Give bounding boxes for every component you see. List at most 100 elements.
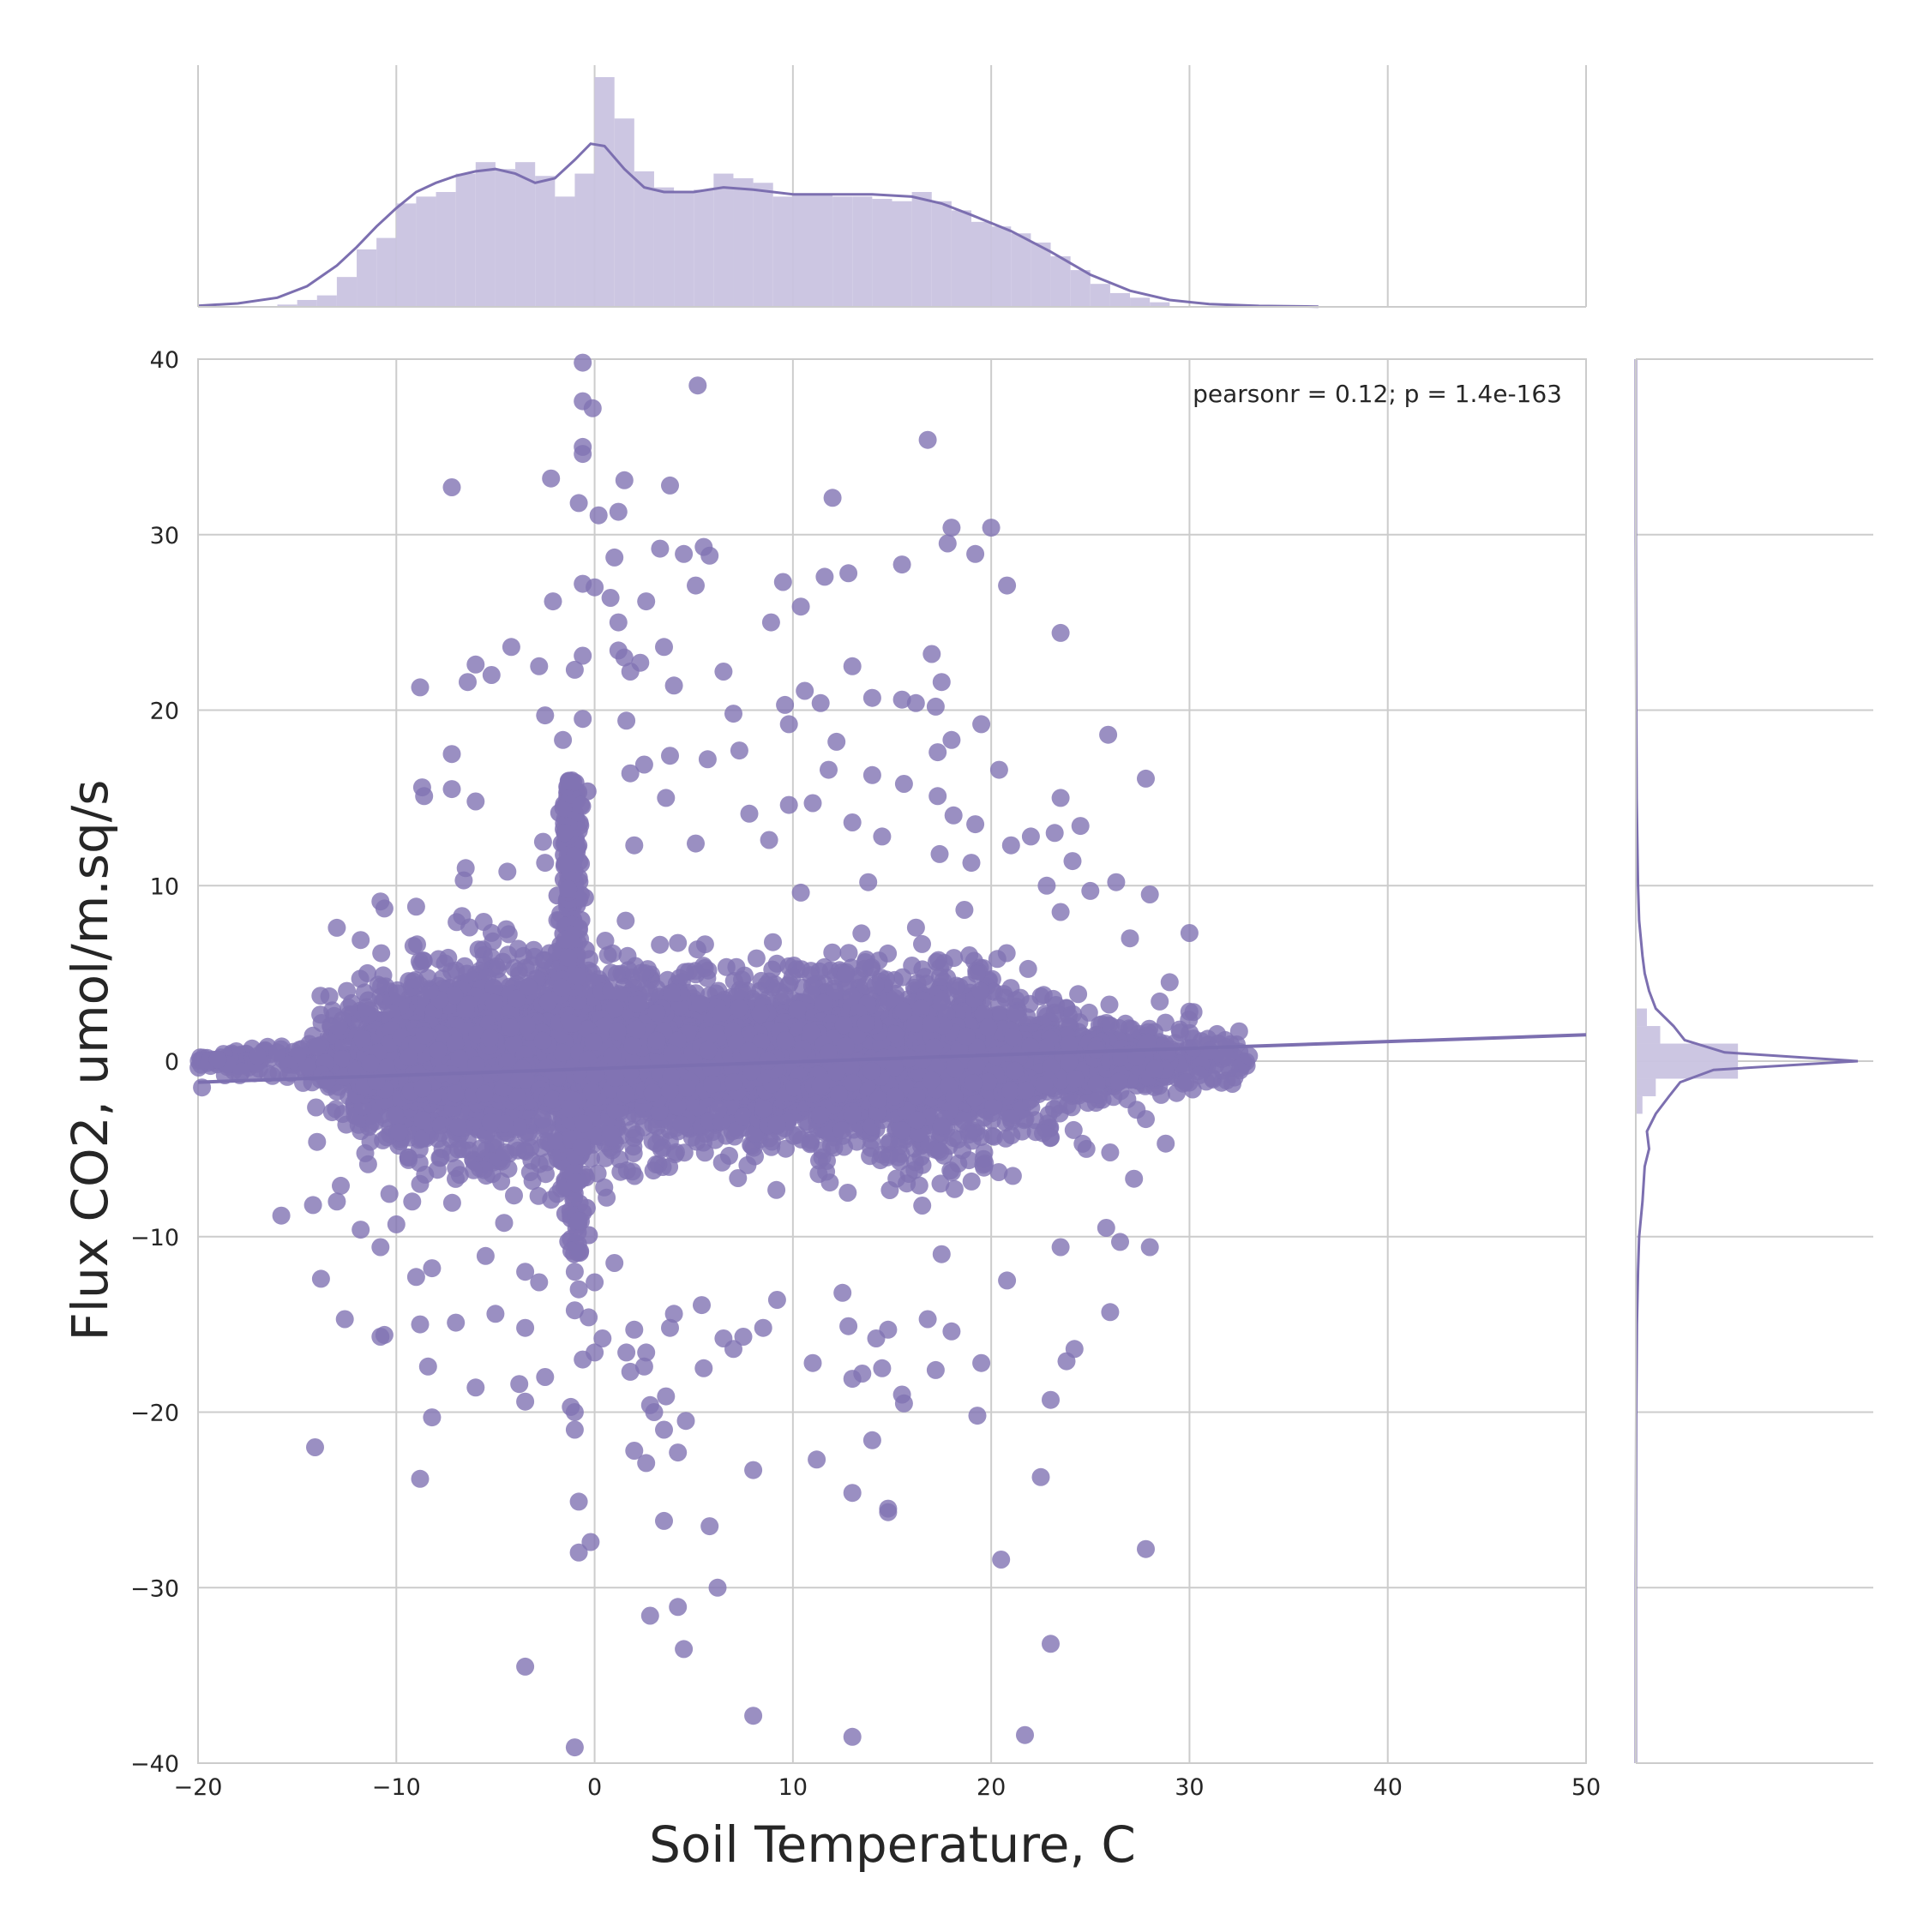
scatter-point xyxy=(465,1161,483,1179)
scatter-point xyxy=(764,933,782,951)
marginal-x-bar xyxy=(515,162,535,307)
marginal-x-bar xyxy=(694,189,713,307)
marginal-y-bar xyxy=(1636,1009,1647,1026)
marginal-x-bar xyxy=(317,296,337,307)
scatter-point xyxy=(505,1186,523,1204)
marginal-x-bar xyxy=(932,201,952,307)
scatter-point xyxy=(447,1170,465,1188)
scatter-point xyxy=(645,1161,663,1179)
scatter-point xyxy=(767,1181,785,1199)
marginal-x-bar xyxy=(337,277,357,307)
marginal-x-panel xyxy=(198,65,1586,307)
scatter-point xyxy=(327,1101,345,1119)
marginal-x-bar xyxy=(574,174,594,307)
scatter-point xyxy=(500,925,518,943)
scatter-point xyxy=(338,982,356,1000)
scatter-point xyxy=(985,1128,1003,1146)
scatter-point xyxy=(933,993,951,1011)
marginal-x-bar xyxy=(1130,297,1150,307)
scatter-point xyxy=(521,1163,539,1181)
scatter-point xyxy=(647,1135,665,1153)
scatter-point xyxy=(823,944,841,962)
scatter-point xyxy=(372,945,390,963)
scatter-point xyxy=(931,1143,949,1161)
marginal-x-bar xyxy=(416,196,436,307)
marginal-x-bar xyxy=(396,203,416,307)
scatter-point xyxy=(949,1155,967,1173)
scatter-point xyxy=(907,919,925,937)
scatter-point xyxy=(669,934,687,952)
scatter-point xyxy=(1034,1125,1052,1143)
scatter-point xyxy=(358,999,376,1017)
marginal-x-bar xyxy=(952,210,971,307)
marginal-x-bar xyxy=(615,118,634,307)
scatter-point xyxy=(597,1149,615,1167)
scatter-point xyxy=(955,1112,973,1130)
marginal-y-bar xyxy=(1636,1078,1656,1095)
scatter-point xyxy=(1116,1015,1134,1033)
scatter-point xyxy=(720,1147,738,1165)
marginal-x-bar xyxy=(872,199,892,307)
scatter-point xyxy=(390,1123,408,1141)
marginal-x-bar xyxy=(813,195,832,307)
marginal-y-bar xyxy=(1636,1026,1660,1043)
scatter-point xyxy=(837,965,855,983)
scatter-point xyxy=(688,940,706,958)
marginal-x-bar xyxy=(773,196,793,307)
scatter-point xyxy=(914,1156,932,1174)
scatter-point xyxy=(1019,960,1037,978)
scatter-point xyxy=(599,946,617,964)
scatter-points xyxy=(189,354,1258,1757)
marginal-x-bar xyxy=(634,171,654,307)
scatter-point xyxy=(963,1173,981,1191)
scatter-point xyxy=(913,935,931,953)
marginal-x-bar xyxy=(912,192,932,307)
marginal-y-bar xyxy=(1636,1096,1643,1113)
scatter-point xyxy=(898,1174,916,1192)
scatter-point xyxy=(530,1187,548,1205)
marginal-x-bar xyxy=(1110,293,1130,307)
scatter-point xyxy=(748,950,766,968)
marginal-x-bar xyxy=(535,176,555,307)
scatter-point xyxy=(1223,1075,1241,1093)
marginal-x-bar xyxy=(297,300,317,307)
scatter-point xyxy=(989,950,1007,968)
scatter-point xyxy=(929,951,947,969)
scatter-point xyxy=(311,987,329,1005)
marginal-x-bar xyxy=(852,196,872,307)
scatter-point xyxy=(443,1194,461,1212)
marginal-x-bar xyxy=(892,201,912,307)
scatter-point xyxy=(1080,1004,1098,1022)
scatter-point xyxy=(955,901,973,919)
scatter-point xyxy=(691,995,709,1013)
scatter-point xyxy=(623,1162,641,1180)
scatter-point xyxy=(400,1149,418,1167)
scatter-point xyxy=(762,1138,780,1156)
scatter-point xyxy=(873,1146,891,1164)
marginal-x-bar xyxy=(1031,243,1050,307)
marginal-x-bar xyxy=(1091,284,1110,307)
scatter-point xyxy=(931,968,949,986)
scatter-point xyxy=(947,977,965,995)
scatter-point xyxy=(946,1180,964,1198)
scatter-point xyxy=(500,1160,518,1178)
marginal-x-bar xyxy=(555,196,574,307)
marginal-x-bar xyxy=(832,196,852,307)
scatter-point xyxy=(903,957,921,975)
marginal-x-bar xyxy=(357,249,376,307)
scatter-point xyxy=(381,1185,399,1203)
marginal-x-bar xyxy=(1051,256,1071,307)
scatter-point xyxy=(820,1173,838,1191)
scatter-point xyxy=(475,913,493,931)
scatter-point xyxy=(843,988,861,1006)
marginal-x-bar xyxy=(595,77,615,307)
scatter-point xyxy=(415,951,433,969)
scatter-point xyxy=(694,1134,712,1152)
marginal-x-bar xyxy=(456,174,476,307)
marginal-x-bar xyxy=(733,178,753,307)
marginal-x-bar xyxy=(674,192,694,307)
marginal-x-bar xyxy=(376,238,396,307)
scatter-point xyxy=(389,985,407,1003)
marginal-x-bar xyxy=(436,192,456,307)
